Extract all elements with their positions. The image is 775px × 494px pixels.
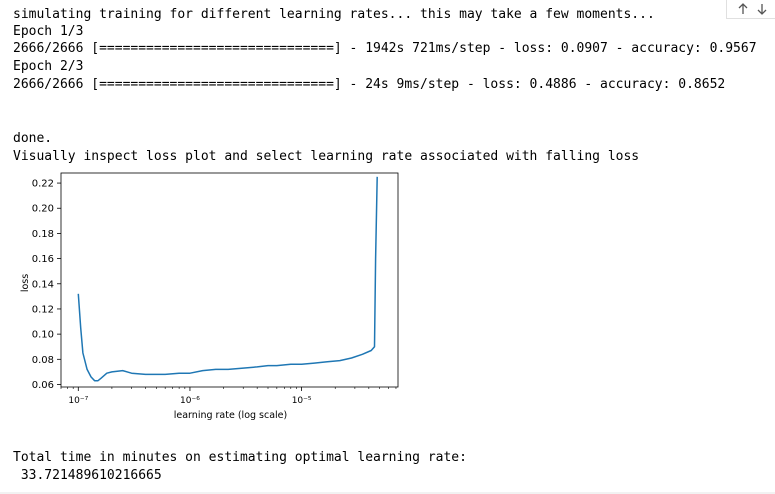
epoch2-header: Epoch 2/3 <box>13 59 84 74</box>
y-tick-label: 0.08 <box>32 355 54 366</box>
total-time-label: Total time in minutes on estimating opti… <box>13 450 467 465</box>
loss-line <box>77 176 378 382</box>
output-bottom-border <box>0 492 775 494</box>
plot-frame <box>60 172 399 388</box>
y-tick-label: 0.14 <box>32 279 54 290</box>
epoch1-header: Epoch 1/3 <box>13 24 84 39</box>
instruction-line: Visually inspect loss plot and select le… <box>13 149 640 164</box>
arrow-up-icon <box>735 1 751 17</box>
loss-plot: 0.06 0.08 0.10 0.12 0.14 0.16 0.18 0.20 0.22 10⁻⁷… <box>20 172 399 421</box>
y-tick-label: 0.06 <box>32 380 54 391</box>
status-line: simulating training for different learni… <box>13 7 655 22</box>
cell-nav-controls <box>726 0 775 19</box>
x-tick-label: 10⁻⁵ <box>292 396 312 406</box>
y-tick-label: 0.22 <box>32 179 54 190</box>
total-time-value: 33.721489610216665 <box>13 468 162 483</box>
move-down-button[interactable] <box>754 1 770 17</box>
y-tick-label: 0.20 <box>32 204 54 215</box>
y-tick-label: 0.16 <box>32 254 54 265</box>
x-tick-label: 10⁻⁶ <box>180 396 200 406</box>
epoch1-progress: 2666/2666 [=============================… <box>13 41 757 56</box>
y-tick-label: 0.10 <box>32 330 54 341</box>
move-up-button[interactable] <box>735 1 751 17</box>
y-tick-label: 0.12 <box>32 304 54 315</box>
x-axis-label: learning rate (log scale) <box>174 410 288 421</box>
done-line: done. <box>13 131 53 146</box>
y-axis-label: loss <box>20 274 31 292</box>
arrow-down-icon <box>754 1 770 17</box>
y-tick-label: 0.18 <box>32 229 54 240</box>
epoch2-progress: 2666/2666 [=============================… <box>13 77 726 92</box>
x-tick-label: 10⁻⁷ <box>68 396 88 406</box>
